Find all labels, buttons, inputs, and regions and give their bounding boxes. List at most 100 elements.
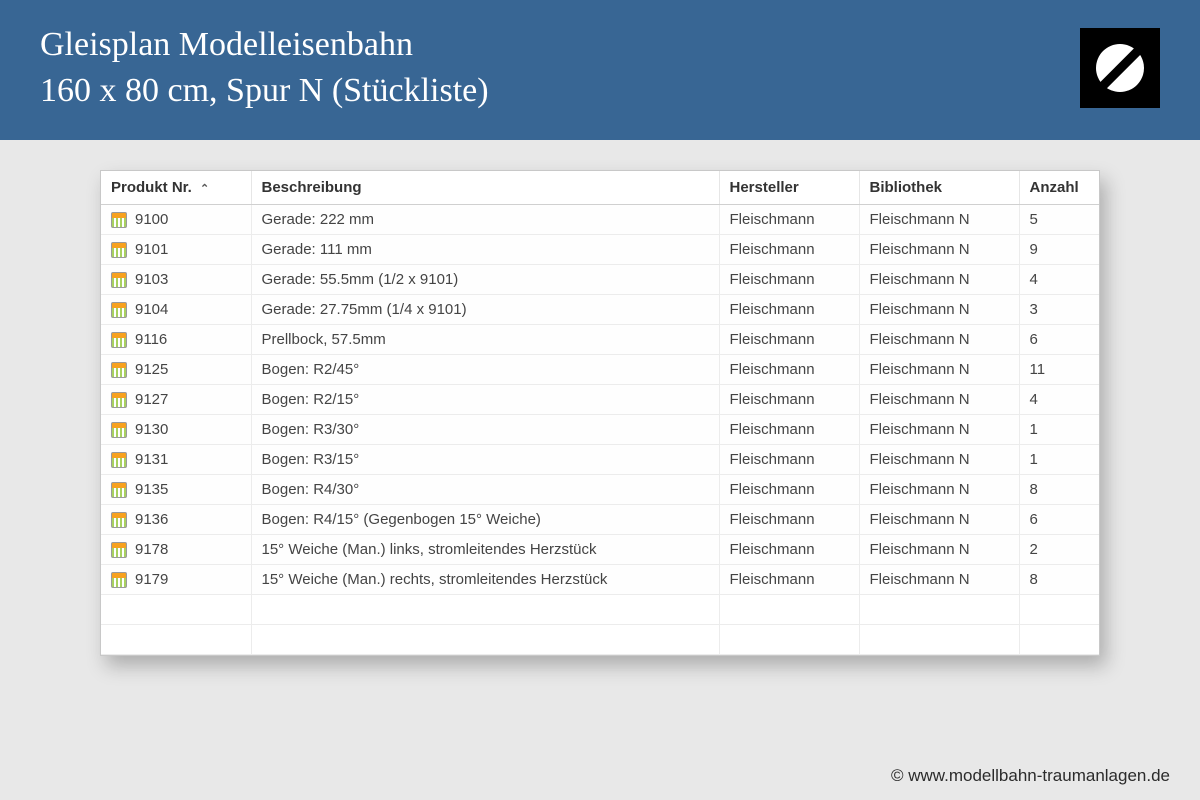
cell-manufacturer: Fleischmann	[719, 445, 859, 475]
cell-description: Bogen: R4/30°	[251, 475, 719, 505]
table-row[interactable]: 9127Bogen: R2/15°FleischmannFleischmann …	[101, 385, 1099, 415]
table-row[interactable]: 917915° Weiche (Man.) rechts, stromleite…	[101, 565, 1099, 595]
cell-library: Fleischmann N	[859, 385, 1019, 415]
table-row-empty	[101, 625, 1099, 655]
cell-product-no: 9131	[101, 445, 251, 475]
col-header-description[interactable]: Beschreibung	[251, 171, 719, 205]
page-title: Gleisplan Modelleisenbahn 160 x 80 cm, S…	[40, 22, 489, 114]
track-part-icon	[111, 332, 127, 348]
cell-library: Fleischmann N	[859, 565, 1019, 595]
cell-product-no: 9100	[101, 205, 251, 235]
table-body: 9100Gerade: 222 mmFleischmannFleischmann…	[101, 205, 1099, 655]
cell-manufacturer: Fleischmann	[719, 355, 859, 385]
col-header-label: Hersteller	[730, 179, 799, 196]
cell-empty	[101, 595, 251, 625]
cell-manufacturer: Fleischmann	[719, 565, 859, 595]
cell-quantity: 9	[1019, 235, 1099, 265]
cell-quantity: 6	[1019, 325, 1099, 355]
track-part-icon	[111, 302, 127, 318]
cell-library: Fleischmann N	[859, 205, 1019, 235]
track-part-icon	[111, 512, 127, 528]
cell-quantity: 5	[1019, 205, 1099, 235]
col-header-quantity[interactable]: Anzahl	[1019, 171, 1099, 205]
track-part-icon	[111, 542, 127, 558]
cell-library: Fleischmann N	[859, 445, 1019, 475]
cell-description: Gerade: 111 mm	[251, 235, 719, 265]
cell-quantity: 6	[1019, 505, 1099, 535]
table-row[interactable]: 9125 Bogen: R2/45°FleischmannFleischmann …	[101, 355, 1099, 385]
product-number: 9104	[135, 301, 168, 318]
cell-product-no: 9104	[101, 295, 251, 325]
table-row[interactable]: 9136Bogen: R4/15° (Gegenbogen 15° Weiche…	[101, 505, 1099, 535]
col-header-manufacturer[interactable]: Hersteller	[719, 171, 859, 205]
cell-manufacturer: Fleischmann	[719, 475, 859, 505]
table-row[interactable]: 9130 Bogen: R3/30°FleischmannFleischmann …	[101, 415, 1099, 445]
track-part-icon	[111, 452, 127, 468]
table-row[interactable]: 917815° Weiche (Man.) links, stromleiten…	[101, 535, 1099, 565]
product-number: 9131	[135, 451, 168, 468]
cell-product-no: 9178	[101, 535, 251, 565]
cell-description: Prellbock, 57.5mm	[251, 325, 719, 355]
cell-description: 15° Weiche (Man.) rechts, stromleitendes…	[251, 565, 719, 595]
product-number: 9101	[135, 241, 168, 258]
cell-empty	[251, 595, 719, 625]
cell-product-no: 9136	[101, 505, 251, 535]
track-part-icon	[111, 242, 127, 258]
table-row[interactable]: 9101Gerade: 111 mmFleischmannFleischmann…	[101, 235, 1099, 265]
cell-quantity: 8	[1019, 565, 1099, 595]
cell-product-no: 9127	[101, 385, 251, 415]
cell-library: Fleischmann N	[859, 505, 1019, 535]
cell-empty	[1019, 625, 1099, 655]
track-part-icon	[111, 422, 127, 438]
cell-product-no: 9135	[101, 475, 251, 505]
cell-empty	[719, 625, 859, 655]
cell-empty	[251, 625, 719, 655]
cell-library: Fleischmann N	[859, 265, 1019, 295]
cell-manufacturer: Fleischmann	[719, 325, 859, 355]
cell-description: Bogen: R4/15° (Gegenbogen 15° Weiche)	[251, 505, 719, 535]
table-row[interactable]: 9100Gerade: 222 mmFleischmannFleischmann…	[101, 205, 1099, 235]
page-header: Gleisplan Modelleisenbahn 160 x 80 cm, S…	[0, 0, 1200, 140]
cell-description: Bogen: R2/45°	[251, 355, 719, 385]
cell-manufacturer: Fleischmann	[719, 535, 859, 565]
cell-library: Fleischmann N	[859, 475, 1019, 505]
cell-description: Bogen: R3/15°	[251, 445, 719, 475]
parts-table-card: Produkt Nr. ⌃ Beschreibung Hersteller Bi…	[100, 170, 1100, 656]
parts-table: Produkt Nr. ⌃ Beschreibung Hersteller Bi…	[101, 171, 1099, 655]
table-row[interactable]: 9116Prellbock, 57.5mmFleischmannFleischm…	[101, 325, 1099, 355]
cell-description: 15° Weiche (Man.) links, stromleitendes …	[251, 535, 719, 565]
cell-manufacturer: Fleischmann	[719, 295, 859, 325]
cell-quantity: 2	[1019, 535, 1099, 565]
table-row-empty	[101, 595, 1099, 625]
cell-empty	[1019, 595, 1099, 625]
cell-description: Gerade: 55.5mm (1/2 x 9101)	[251, 265, 719, 295]
cell-manufacturer: Fleischmann	[719, 235, 859, 265]
table-row[interactable]: 9131 Bogen: R3/15°FleischmannFleischmann …	[101, 445, 1099, 475]
table-row[interactable]: 9135Bogen: R4/30°FleischmannFleischmann …	[101, 475, 1099, 505]
cell-description: Bogen: R3/30°	[251, 415, 719, 445]
cell-product-no: 9130	[101, 415, 251, 445]
cell-library: Fleischmann N	[859, 535, 1019, 565]
cell-empty	[719, 595, 859, 625]
product-number: 9116	[135, 331, 167, 348]
col-header-product-no[interactable]: Produkt Nr. ⌃	[101, 171, 251, 205]
cell-library: Fleischmann N	[859, 355, 1019, 385]
cell-product-no: 9125	[101, 355, 251, 385]
product-number: 9125	[135, 361, 168, 378]
cell-empty	[859, 625, 1019, 655]
cell-description: Bogen: R2/15°	[251, 385, 719, 415]
cell-manufacturer: Fleischmann	[719, 415, 859, 445]
brand-logo	[1080, 28, 1160, 108]
table-container: Produkt Nr. ⌃ Beschreibung Hersteller Bi…	[0, 140, 1200, 656]
track-part-icon	[111, 212, 127, 228]
product-number: 9130	[135, 421, 168, 438]
track-part-icon	[111, 482, 127, 498]
cell-manufacturer: Fleischmann	[719, 505, 859, 535]
table-row[interactable]: 9104Gerade: 27.75mm (1/4 x 9101)Fleischm…	[101, 295, 1099, 325]
col-header-library[interactable]: Bibliothek	[859, 171, 1019, 205]
table-header: Produkt Nr. ⌃ Beschreibung Hersteller Bi…	[101, 171, 1099, 205]
cell-library: Fleischmann N	[859, 415, 1019, 445]
sort-asc-icon: ⌃	[200, 182, 209, 195]
table-row[interactable]: 9103Gerade: 55.5mm (1/2 x 9101) Fleischma…	[101, 265, 1099, 295]
cell-product-no: 9103	[101, 265, 251, 295]
